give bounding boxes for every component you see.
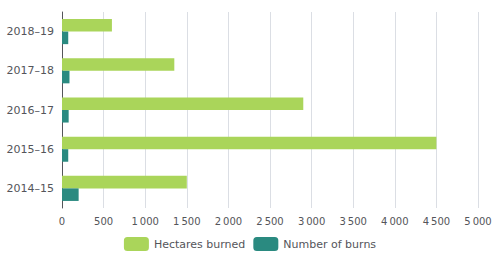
svg-text:2015–16: 2015–16 [7, 143, 55, 156]
svg-text:2017–18: 2017–18 [7, 64, 55, 77]
svg-text:2018–19: 2018–19 [7, 25, 55, 38]
svg-text:2 500: 2 500 [256, 216, 283, 227]
svg-text:2 000: 2 000 [215, 216, 242, 227]
svg-text:1 000: 1 000 [131, 216, 158, 227]
svg-text:4 000: 4 000 [381, 216, 408, 227]
svg-text:3 000: 3 000 [298, 216, 325, 227]
svg-text:500: 500 [94, 216, 113, 227]
svg-text:Number of burns: Number of burns [283, 238, 376, 251]
svg-text:0: 0 [59, 216, 65, 227]
svg-text:2014–15: 2014–15 [7, 182, 55, 195]
svg-text:4 500: 4 500 [423, 216, 450, 227]
svg-text:3 500: 3 500 [339, 216, 366, 227]
svg-text:Hectares burned: Hectares burned [154, 238, 245, 251]
svg-text:1 500: 1 500 [173, 216, 200, 227]
svg-text:5 000: 5 000 [464, 216, 491, 227]
svg-text:2016–17: 2016–17 [7, 104, 55, 117]
